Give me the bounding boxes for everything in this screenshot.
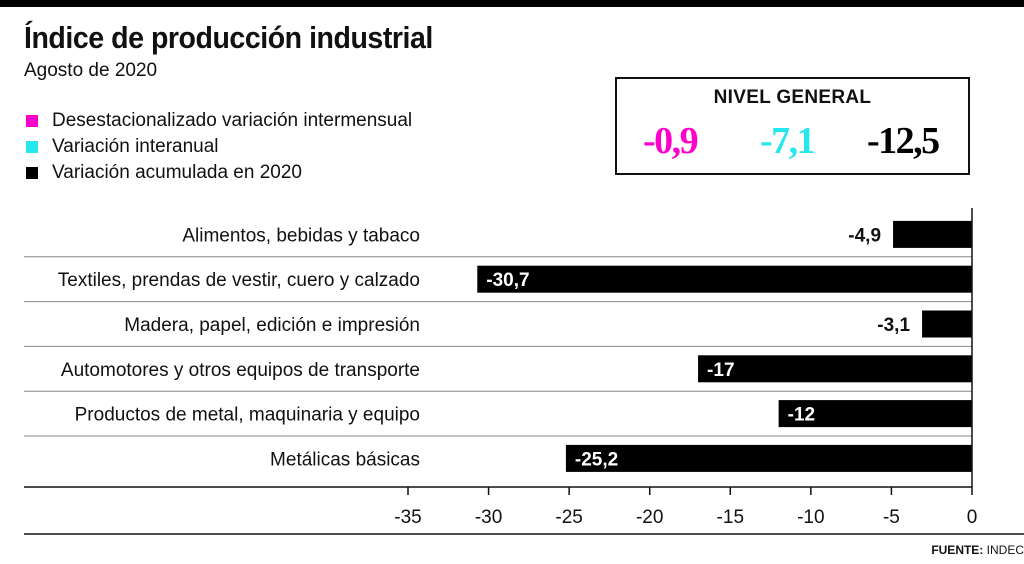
- x-tick-label: -20: [636, 507, 663, 528]
- legend-label-acumulada: Variación acumulada en 2020: [52, 162, 302, 183]
- x-tick-label: -10: [797, 507, 824, 528]
- source-note: FUENTE: INDEC: [931, 543, 1024, 557]
- bar: [778, 400, 972, 428]
- nivel-intermensual-value: -0,9: [643, 120, 699, 162]
- bar: [893, 220, 972, 248]
- data-label: -30,7: [486, 270, 529, 291]
- category-label: Metálicas básicas: [270, 449, 420, 470]
- category-label: Automotores y otros equipos de transport…: [61, 360, 420, 381]
- legend-item-intermensual: Desestacionalizado variación intermensua…: [24, 108, 412, 134]
- data-label: -3,1: [877, 315, 910, 336]
- legend-item-acumulada: Variación acumulada en 2020: [24, 160, 412, 186]
- x-tick-label: -35: [394, 507, 421, 528]
- bar: [477, 265, 972, 293]
- bar: [565, 444, 972, 472]
- legend-label-interanual: Variación interanual: [52, 136, 219, 157]
- bar-chart: Alimentos, bebidas y tabaco -4,9 Textiles,…: [24, 208, 1024, 535]
- data-label: -4,9: [848, 225, 881, 246]
- data-label: -17: [707, 360, 734, 381]
- legend-swatch-intermensual: [26, 115, 38, 127]
- category-label: Textiles, prendas de vestir, cuero y cal…: [58, 270, 420, 291]
- category-label: Alimentos, bebidas y tabaco: [182, 225, 420, 246]
- data-label: -12: [788, 405, 815, 426]
- x-tick-label: -25: [555, 507, 582, 528]
- nivel-general-title: NIVEL GENERAL: [713, 87, 872, 108]
- category-label: Productos de metal, maquinaria y equipo: [75, 405, 420, 426]
- nivel-interanual-value: -7,1: [760, 120, 816, 162]
- bar: [698, 355, 972, 383]
- source-value: INDEC: [986, 543, 1024, 557]
- x-tick-label: -15: [717, 507, 744, 528]
- chart-title: Índice de producción industrial: [24, 20, 433, 55]
- bar: [922, 310, 972, 338]
- top-rule: [0, 0, 1024, 7]
- chart-subtitle: Agosto de 2020: [24, 60, 158, 81]
- nivel-acumulada-value: -12,5: [867, 120, 940, 162]
- source-label: FUENTE:: [931, 543, 984, 557]
- legend-swatch-acumulada: [26, 167, 38, 179]
- legend-label-intermensual: Desestacionalizado variación intermensua…: [52, 110, 413, 131]
- legend-swatch-interanual: [26, 141, 38, 153]
- category-label: Madera, papel, edición e impresión: [124, 315, 420, 336]
- x-tick-label: 0: [967, 507, 978, 528]
- legend-item-interanual: Variación interanual: [24, 134, 412, 160]
- nivel-general-box: NIVEL GENERAL -0,9 -7,1 -12,5: [615, 77, 970, 175]
- data-label: -25,2: [575, 449, 618, 470]
- x-tick-label: -5: [883, 507, 900, 528]
- x-tick-label: -30: [475, 507, 502, 528]
- legend: Desestacionalizado variación intermensua…: [24, 108, 412, 186]
